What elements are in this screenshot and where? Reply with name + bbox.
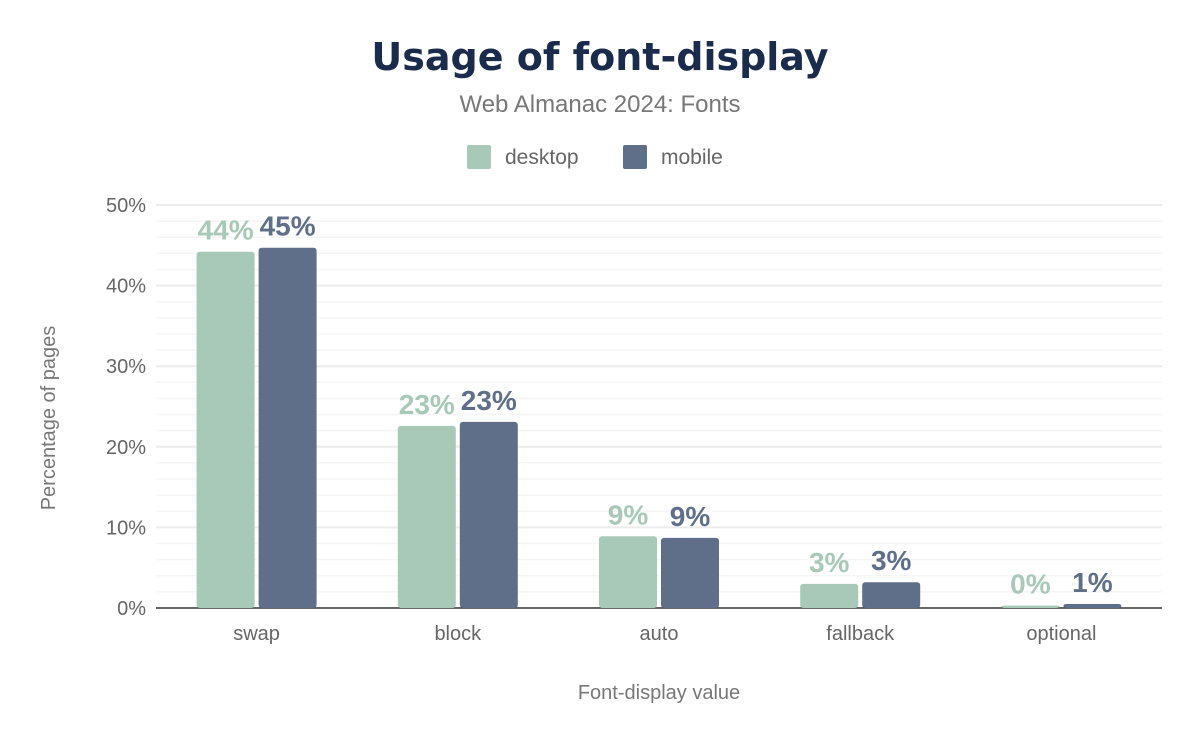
gridlines: 0% 10% 20% 30% 40% 50% [106,195,1162,620]
bar-mobile [862,582,921,608]
data-label-desktop: 0% [1010,569,1051,600]
bar-mobile [459,421,518,608]
x-tick-label: swap [233,623,280,645]
chart-subtitle: Web Almanac 2024: Fonts [459,91,740,118]
y-tick-label: 40% [106,276,146,298]
bar-desktop [397,425,456,608]
chart-title: Usage of font-display [371,35,828,79]
data-label-mobile: 3% [871,545,912,576]
bar-mobile [1063,603,1122,608]
legend-label-mobile: mobile [661,146,723,169]
x-axis-label: Font-display value [578,682,740,704]
legend-swatch-desktop [467,145,491,169]
bar-mobile [258,247,317,608]
data-labels: swap 44% 45% block 23% 23% auto 9% 9% fallback 3% 3… [198,211,1113,645]
x-tick-label: auto [640,623,679,645]
legend: desktop mobile [467,145,723,169]
y-tick-label: 50% [106,195,146,217]
y-tick-label: 30% [106,356,146,378]
bars [196,247,1122,609]
y-tick-label: 20% [106,437,146,459]
y-axis-label: Percentage of pages [38,326,60,511]
legend-label-desktop: desktop [505,146,579,169]
bar-desktop [599,536,657,608]
data-label-desktop: 3% [809,547,850,578]
x-tick-label: fallback [826,623,895,645]
data-label-mobile: 23% [461,385,517,416]
data-label-mobile: 45% [260,211,316,242]
x-tick-label: optional [1026,623,1096,645]
data-label-desktop: 23% [399,389,455,420]
data-label-mobile: 9% [670,501,711,532]
data-label-desktop: 9% [608,499,649,530]
bar-desktop [1001,605,1060,608]
data-label-mobile: 1% [1072,567,1113,598]
x-tick-label: block [434,623,482,645]
y-tick-label: 0% [117,598,146,620]
y-tick-label: 10% [106,517,146,539]
bar-desktop [800,583,859,608]
data-label-desktop: 44% [198,215,254,246]
legend-swatch-mobile [623,145,647,169]
bar-mobile [661,537,719,608]
bar-desktop [196,251,255,609]
